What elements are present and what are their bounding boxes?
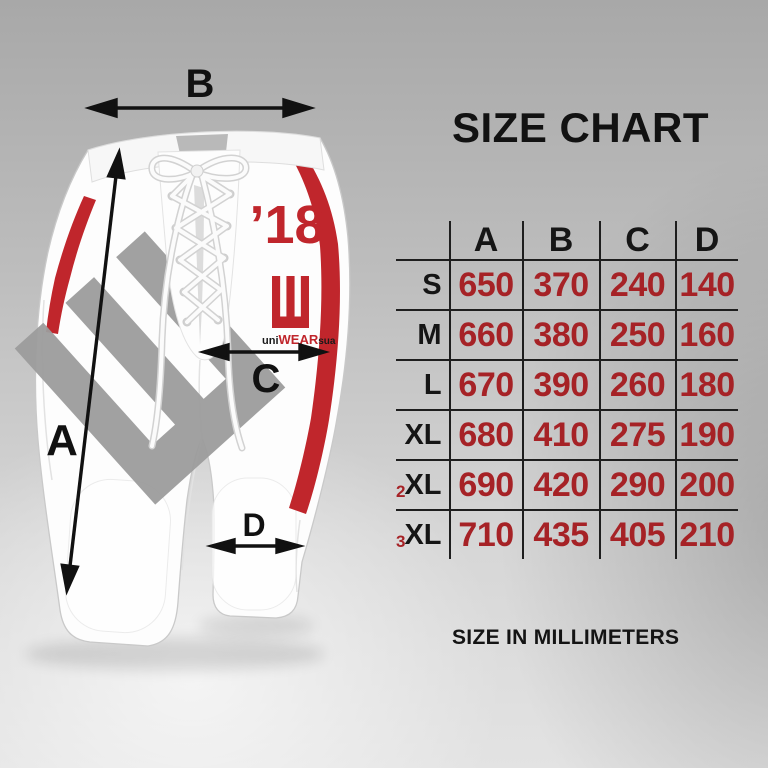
size-value: 380 — [521, 309, 601, 361]
col-header-a: A — [448, 221, 524, 261]
measure-label-b: B — [186, 62, 215, 106]
size-label-text: XL — [404, 468, 442, 501]
size-value: 405 — [598, 509, 677, 559]
measure-label-a: A — [46, 416, 78, 465]
size-label-cell: 3XL — [396, 509, 451, 559]
football-pants: ’18 uniWEARsua — [14, 130, 351, 647]
size-value: 275 — [598, 409, 677, 461]
size-label-cell: S — [396, 259, 451, 311]
size-value: 650 — [448, 259, 524, 311]
size-label-cell: 2XL — [396, 459, 451, 511]
size-value: 390 — [521, 359, 601, 411]
size-value: 290 — [598, 459, 677, 511]
size-label-text: S — [422, 268, 442, 301]
size-value: 680 — [448, 409, 524, 461]
size-value: 660 — [448, 309, 524, 361]
brand-core: WEAR — [279, 332, 319, 347]
size-prefix: 3 — [396, 531, 406, 551]
brand-wordmark: uniWEARsua — [262, 332, 336, 347]
size-label-text: L — [423, 368, 442, 401]
table-row: XL 680 410 275 190 — [396, 409, 738, 461]
size-label-cell: L — [396, 359, 451, 411]
units-footnote: SIZE IN MILLIMETERS — [452, 626, 680, 649]
measure-label-d: D — [242, 507, 265, 543]
uniwear-logo-red — [272, 276, 309, 328]
brand-prefix: uni — [262, 335, 279, 347]
table-row: 2XL 690 420 290 200 — [396, 459, 738, 511]
brand-suffix: sua — [318, 336, 336, 347]
table-header-row: A B C D — [396, 221, 738, 261]
size-value: 670 — [448, 359, 524, 411]
size-value: 410 — [521, 409, 601, 461]
col-header-b: B — [521, 221, 601, 261]
size-value: 210 — [674, 509, 738, 559]
lace-up-fly — [148, 149, 250, 452]
right-red-stripe — [289, 156, 340, 514]
measure-arrow-d — [205, 537, 306, 555]
size-value: 250 — [598, 309, 677, 361]
size-label-cell: M — [396, 309, 451, 361]
size-value: 710 — [448, 509, 524, 559]
size-table-body: S 650 370 240 140 M 660 380 250 160 L 67… — [396, 259, 738, 559]
table-row: S 650 370 240 140 — [396, 259, 738, 311]
size-prefix: 2 — [396, 481, 406, 501]
col-header-c: C — [598, 221, 677, 261]
table-row: L 670 390 260 180 — [396, 359, 738, 411]
col-header-d: D — [674, 221, 738, 261]
size-value: 200 — [674, 459, 738, 511]
pants-illustration: ’18 uniWEARsua — [14, 62, 351, 670]
table-row: M 660 380 250 160 — [396, 309, 738, 361]
measure-label-c: C — [252, 357, 281, 401]
size-label-text: M — [417, 318, 442, 351]
size-label-cell: XL — [396, 409, 451, 461]
table-row: 3XL 710 435 405 210 — [396, 509, 738, 559]
size-value: 260 — [598, 359, 677, 411]
measure-arrow-a — [60, 147, 126, 596]
size-label-text: XL — [404, 518, 442, 551]
page-title: SIZE CHART — [452, 104, 709, 151]
size-value: 370 — [521, 259, 601, 311]
size-value: 160 — [674, 309, 738, 361]
size-value: 240 — [598, 259, 677, 311]
size-value: 435 — [521, 509, 601, 559]
left-red-stripe — [46, 196, 96, 334]
size-table: A B C D S 650 370 240 140 M 660 380 250 … — [396, 221, 738, 559]
size-label-text: XL — [404, 418, 442, 451]
corner-cell — [396, 221, 451, 261]
pants-shadow — [25, 615, 325, 670]
size-value: 140 — [674, 259, 738, 311]
size-value: 190 — [674, 409, 738, 461]
measure-arrow-b — [84, 97, 316, 119]
size-value: 180 — [674, 359, 738, 411]
measure-arrow-c — [197, 342, 331, 362]
year-mark: ’18 — [249, 195, 324, 255]
size-value: 690 — [448, 459, 524, 511]
size-value: 420 — [521, 459, 601, 511]
